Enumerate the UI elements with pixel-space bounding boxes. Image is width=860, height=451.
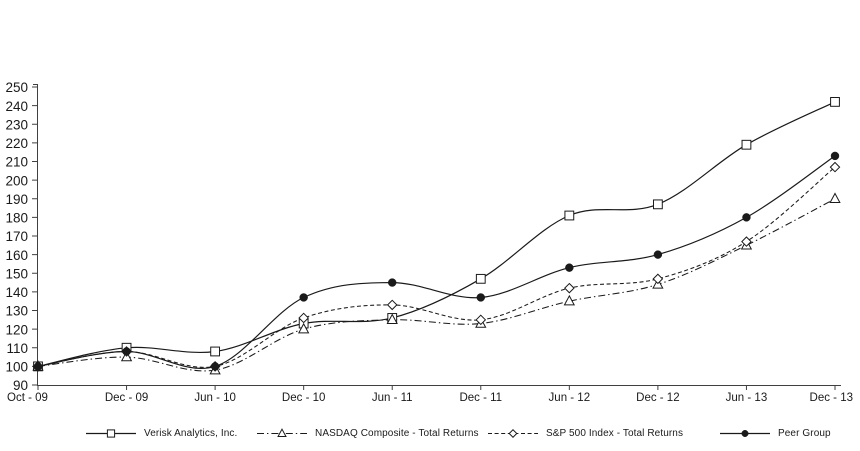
series-marker-peer-group xyxy=(33,362,43,371)
legend-marker-s-p-500-index-total-returns xyxy=(488,429,538,438)
y-axis-tick-label: 110 xyxy=(6,341,28,356)
y-axis-tick-label: 180 xyxy=(5,211,28,226)
plot-area: 90 100 110 120 130 140 150 160 170 180 190 200 210 22… xyxy=(5,80,853,404)
series-marker-nasdaq-composite-total-returns xyxy=(563,294,576,306)
series-marker-verisk-analytics-inc xyxy=(741,139,752,150)
y-axis-tick-label: 90 xyxy=(13,378,28,393)
legend-item-nasdaq-composite-total-returns: NASDAQ Composite - Total Returns xyxy=(256,427,479,440)
legend-marker-glyph-peer-group xyxy=(741,430,749,437)
series-marker-verisk-analytics-inc xyxy=(652,199,663,210)
y-axis-tick-label: 130 xyxy=(5,304,28,319)
y-axis-tick-label: 190 xyxy=(5,192,28,207)
series-marker-s-p-500-index-total-returns xyxy=(564,282,575,294)
series-marker-s-p-500-index-total-returns xyxy=(741,236,752,247)
legend-label: Peer Group xyxy=(778,428,831,439)
series-marker-s-p-500-index-total-returns xyxy=(386,299,398,311)
y-axis-tick-label: 220 xyxy=(5,136,28,151)
series-marker-peer-group xyxy=(742,213,751,222)
series-line-nasdaq-composite-total-returns xyxy=(37,198,836,372)
x-axis-tick-label: Jun - 10 xyxy=(194,392,236,404)
series-marker-verisk-analytics-inc xyxy=(475,273,486,284)
series-marker-s-p-500-index-total-returns xyxy=(829,161,841,173)
y-axis-tick-label: 240 xyxy=(5,99,28,114)
legend-label: Verisk Analytics, Inc. xyxy=(144,428,238,439)
y-axis-tick-label: 150 xyxy=(5,266,28,281)
chart-legend: Verisk Analytics, Inc. NASDAQ Composite -… xyxy=(0,427,860,445)
y-axis-tick-label: 170 xyxy=(5,229,28,244)
y-axis-tick-label: 200 xyxy=(5,173,28,188)
x-axis-tick-label: Jun - 13 xyxy=(726,392,768,404)
series-marker-verisk-analytics-inc xyxy=(210,346,221,357)
legend-item-s-p-500-index-total-returns: S&P 500 Index - Total Returns xyxy=(487,427,683,440)
series-marker-nasdaq-composite-total-returns xyxy=(829,192,841,203)
x-axis-tick-label: Jun - 11 xyxy=(372,392,413,404)
series-marker-peer-group xyxy=(299,293,308,302)
legend-label: S&P 500 Index - Total Returns xyxy=(546,428,684,439)
x-axis-tick-label: Dec - 12 xyxy=(636,392,679,404)
legend-item-verisk-analytics-inc: Verisk Analytics, Inc. xyxy=(85,427,237,440)
series-marker-s-p-500-index-total-returns xyxy=(475,314,487,326)
series-line-s-p-500-index-total-returns xyxy=(37,166,836,368)
x-axis-tick-label: Jun - 12 xyxy=(549,392,591,404)
series-marker-nasdaq-composite-total-returns xyxy=(297,322,310,334)
x-axis-tick-label: Oct - 09 xyxy=(7,392,48,404)
series-marker-peer-group xyxy=(122,347,131,356)
series-marker-s-p-500-index-total-returns xyxy=(652,273,664,285)
series-marker-peer-group xyxy=(388,278,397,287)
y-axis-tick-label: 230 xyxy=(5,117,28,132)
series-marker-nasdaq-composite-total-returns xyxy=(386,313,398,325)
series-marker-peer-group xyxy=(210,362,220,371)
series-marker-peer-group xyxy=(653,250,663,259)
series-line-peer-group xyxy=(37,155,836,369)
legend-marker-verisk-analytics-inc xyxy=(86,429,136,438)
y-axis-tick-label: 250 xyxy=(5,80,28,95)
legend-item-peer-group: Peer Group xyxy=(719,427,831,440)
x-axis-tick-label: Dec - 10 xyxy=(282,392,325,404)
x-axis-tick-label: Dec - 09 xyxy=(105,392,148,404)
y-axis-tick-label: 120 xyxy=(5,322,28,337)
x-axis-tick-label: Dec - 13 xyxy=(810,392,853,404)
legend-marker-glyph-nasdaq-composite-total-returns xyxy=(277,428,287,438)
y-axis-tick-label: 100 xyxy=(5,360,28,375)
series-marker-peer-group xyxy=(476,293,485,302)
series-marker-verisk-analytics-inc xyxy=(564,210,575,221)
x-axis-tick-label: Dec - 11 xyxy=(459,392,502,404)
legend-marker-glyph-verisk-analytics-inc xyxy=(106,429,116,438)
series-marker-peer-group xyxy=(565,263,574,272)
series-marker-verisk-analytics-inc xyxy=(830,97,840,107)
y-axis-tick-label: 160 xyxy=(5,248,28,263)
legend-marker-glyph-s-p-500-index-total-returns xyxy=(508,429,518,438)
series-line-verisk-analytics-inc xyxy=(37,101,836,367)
y-axis-tick-label: 210 xyxy=(5,155,28,170)
legend-marker-peer-group xyxy=(720,430,770,437)
legend-label: NASDAQ Composite - Total Returns xyxy=(315,428,479,439)
series-marker-s-p-500-index-total-returns xyxy=(298,312,309,324)
y-axis-tick-label: 140 xyxy=(5,285,28,300)
legend-marker-nasdaq-composite-total-returns xyxy=(257,428,307,438)
series-marker-peer-group xyxy=(830,151,840,161)
